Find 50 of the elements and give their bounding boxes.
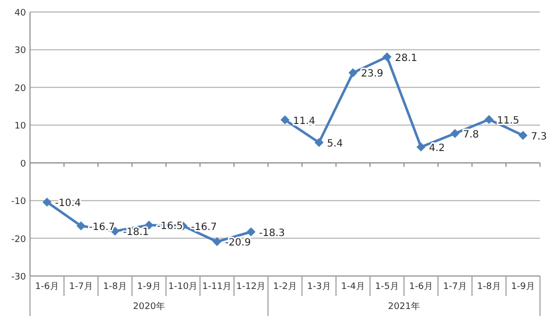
point (314, 138, 324, 147)
point (450, 128, 460, 138)
data-label: 11.4 (293, 116, 316, 127)
data-label: 5.4 (327, 138, 343, 150)
data-label: 11.5 (497, 115, 520, 126)
point (246, 227, 256, 236)
x-tick-label: 1-9月 (137, 282, 161, 292)
y-tick-label: 30 (14, 46, 26, 56)
y-tick-label: -10 (11, 197, 26, 208)
y-tick-label: -30 (11, 272, 26, 282)
point (348, 68, 358, 78)
data-label: -18.1 (123, 227, 149, 238)
y-tick-label: 40 (14, 8, 26, 18)
x-tick-label: 1-7月 (443, 282, 467, 292)
point (484, 114, 494, 124)
x-tick-label: 1-10月 (168, 282, 198, 292)
x-tick-label: 1-5月 (375, 282, 399, 292)
point (42, 198, 52, 207)
point (280, 115, 290, 124)
point (518, 130, 528, 140)
x-tick-label: 1-3月 (307, 282, 331, 292)
data-label: 4.2 (429, 143, 445, 154)
x-tick-label: 1-9月 (511, 282, 535, 292)
data-label: 7.8 (463, 129, 479, 140)
point (416, 142, 426, 152)
point (76, 221, 86, 230)
x-tick-label: 1-8月 (103, 282, 127, 292)
data-label: -16.7 (191, 222, 217, 233)
data-label: 7.3 (531, 131, 547, 142)
y-tick-label: 10 (14, 122, 26, 132)
x-tick-label: 1-8月 (477, 282, 501, 292)
y-tick-label: 20 (14, 84, 26, 94)
x-tick-label: 1-4月 (341, 282, 365, 292)
point (212, 237, 222, 246)
x-tick-label: 1-11月 (202, 282, 232, 292)
x-tick-label: 1-12月 (236, 282, 266, 292)
point (382, 52, 392, 62)
x-tick-label: 1-2月 (273, 282, 297, 292)
data-label: -20.9 (225, 238, 251, 249)
x-tick-label: 1-7月 (69, 282, 93, 292)
x-tick-label: 1-6月 (409, 282, 433, 292)
data-label: 28.1 (395, 52, 418, 64)
data-label: -10.4 (55, 198, 81, 210)
y-tick-label: 0 (20, 159, 26, 170)
x-tick-label: 1-6月 (35, 282, 59, 292)
text: 2020年 (133, 301, 165, 312)
y-tick-label: -20 (11, 234, 26, 245)
data-label: 23.9 (361, 68, 384, 80)
text: 2021年 (388, 301, 420, 312)
data-label: -18.3 (259, 228, 285, 239)
